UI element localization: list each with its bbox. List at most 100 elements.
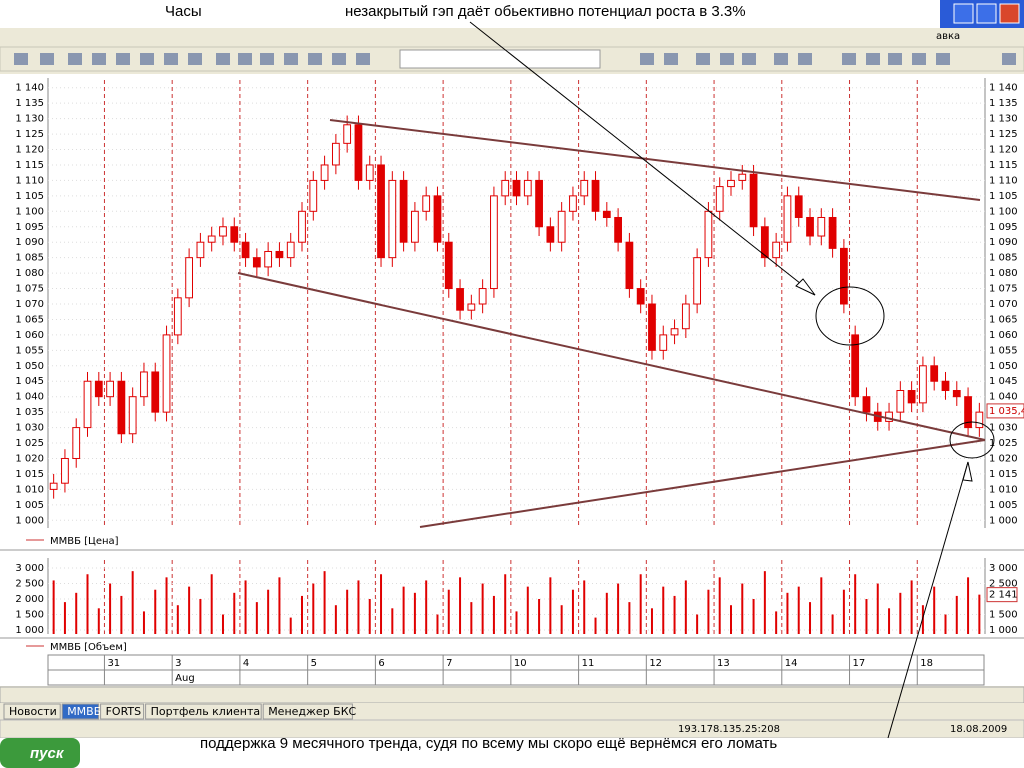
candle-body [851,334,860,398]
y-tick-label: 1 135 [15,98,44,109]
month-label: Aug [175,673,195,684]
candle-body [523,179,532,197]
day-label: 14 [785,658,798,669]
candle-body [817,216,826,237]
candle-body [896,390,905,413]
candle-body [828,216,837,249]
tab-label[interactable]: Новости [9,705,57,718]
candle-body [648,303,656,351]
status-date: 18.08.2009 [950,724,1007,735]
y-tick-label: 1 090 [989,237,1018,248]
y-tick-label: 1 090 [15,237,44,248]
y-tick-label: 1 035 [15,407,44,418]
taskbar [0,738,1024,768]
scrollbar[interactable] [0,686,1024,704]
candle-body [252,257,261,268]
toolbar-field[interactable] [399,49,601,69]
candle-body [546,226,555,243]
tab[interactable] [3,703,61,720]
y-tick-label: 1 120 [989,145,1018,156]
tab-label[interactable]: Портфель клиента [151,705,261,718]
y-tick-label: 1 065 [989,314,1018,325]
candle-body [806,216,814,237]
candle-body [411,210,419,243]
y-tick-label: 1 070 [15,299,44,310]
y-tick-label: 1 065 [15,314,44,325]
candle-body [693,257,702,305]
candle-body [941,380,950,392]
day-label: 3 [175,658,181,669]
tab-label[interactable]: Менеджер БКС [268,705,356,718]
y-tick-label: 1 015 [15,469,44,480]
tab[interactable] [262,703,353,720]
y-tick-label: 1 010 [15,484,44,495]
y-tick-label: 1 045 [15,376,44,387]
y-tick-label: 1 020 [989,453,1018,464]
close-button[interactable] [999,3,1020,24]
candle-body [930,365,939,382]
y-tick-label: 1 115 [15,160,44,171]
gap-ellipse [815,286,885,346]
candle-body [535,179,543,228]
day-label: 17 [853,658,866,669]
candle-body [117,380,126,435]
y-tick-label: 1 060 [15,330,44,341]
candle-body [715,186,724,212]
candle-body [286,241,295,259]
candle-body [83,380,92,429]
y-tick-label: 1 040 [989,392,1018,403]
last-volume-box [986,587,1018,603]
candle-body [399,179,408,243]
tab[interactable] [100,703,145,720]
candle-body [478,288,487,305]
start-button[interactable] [0,738,80,768]
y-tick-label: 1 110 [989,175,1018,186]
support-ellipse [949,421,995,459]
restore-button[interactable] [976,3,997,24]
y-tick-label: 1 045 [989,376,1018,387]
tab[interactable] [61,703,100,720]
bottom-note: поддержка 9 месячного тренда, судя по вс… [200,735,777,752]
candle-body [727,179,735,188]
y-tick-label: 2 500 [15,579,44,590]
arrow-line [469,21,816,296]
candle-body [388,179,397,259]
y-tick-label: 1 125 [989,129,1018,140]
y-tick-label: 1 135 [989,98,1018,109]
day-label: 4 [243,658,249,669]
candle-body [614,216,622,243]
y-tick-label: 1 010 [989,484,1018,495]
candle-body [681,303,690,330]
price-legend: ММВБ [Цена] [50,536,119,547]
tab[interactable] [145,703,262,720]
clock-note: Часы [165,3,202,20]
day-label: 31 [107,658,120,669]
candle-body [467,303,476,311]
candle-body [456,288,464,311]
arrow-line [887,461,969,739]
minimize-button[interactable] [953,3,974,24]
candle-body [173,297,182,336]
candle-body [738,173,747,181]
tab-label[interactable]: FORTS [106,705,142,718]
y-tick-label: 1 000 [989,625,1018,636]
y-tick-label: 1 095 [989,222,1018,233]
candle-body [659,334,668,351]
y-tick-label: 1 080 [15,268,44,279]
y-tick-label: 2 500 [989,579,1018,590]
y-tick-label: 1 055 [15,345,44,356]
tab-label[interactable]: ММВБ [67,705,101,718]
y-tick-label: 1 110 [15,175,44,186]
candle-body [196,241,205,259]
candle-body [94,380,103,398]
menu-fragment[interactable]: авка [936,31,960,42]
y-tick-label: 1 040 [15,392,44,403]
day-label: 13 [717,658,730,669]
candle-body [207,235,216,243]
start-label[interactable]: пуск [30,745,65,762]
candle-body [569,195,577,212]
day-label: 7 [446,658,452,669]
day-label: 12 [649,658,662,669]
y-tick-label: 1 060 [989,330,1018,341]
